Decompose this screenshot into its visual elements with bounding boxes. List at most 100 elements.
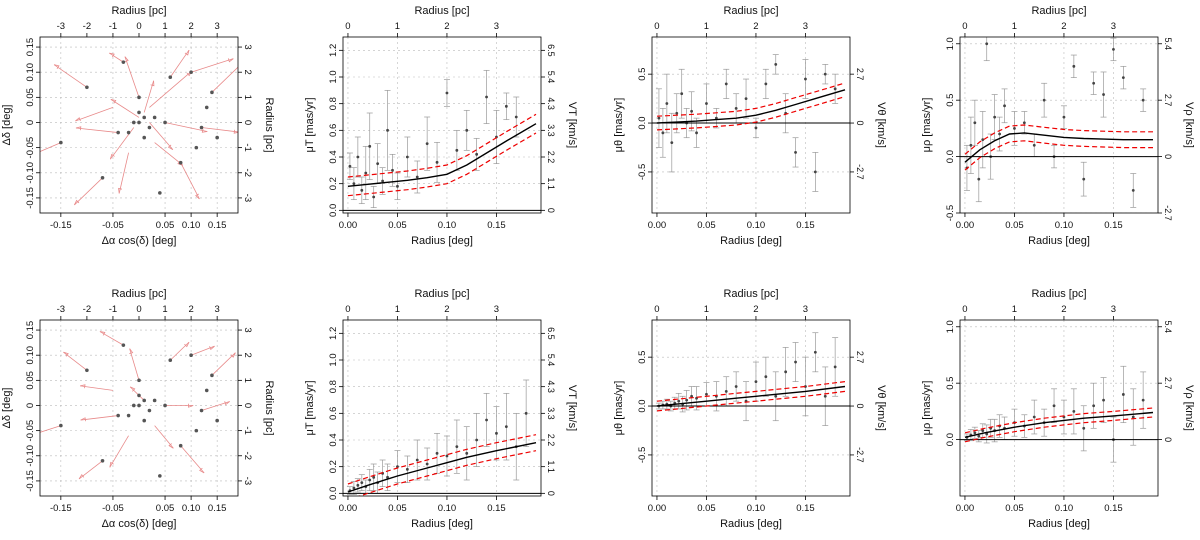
motion-vector-head	[195, 193, 200, 200]
star-point	[168, 75, 173, 80]
top-axis-label: Radius [pc]	[414, 288, 469, 300]
y-tick-label: 0.0	[328, 204, 339, 217]
motion-vector	[109, 52, 124, 63]
star-point	[152, 115, 157, 120]
motion-vector-head	[201, 128, 208, 133]
right-tick-label: 2	[242, 70, 253, 75]
motion-vector-head	[188, 403, 194, 408]
top-tick-label: 2	[444, 304, 449, 315]
motion-vector	[74, 177, 103, 206]
data-point	[705, 102, 708, 105]
motion-vector-head	[124, 56, 129, 62]
y-tick-label: 0.0	[328, 487, 339, 500]
chart-panel-r2c1: -0.15 -0.05 0.05 0.10 0.15 Δα cos(δ) [deg] -0.…	[1, 288, 275, 530]
right-tick-label: 3	[242, 327, 253, 332]
data-point	[734, 385, 738, 388]
fit-band-upper	[347, 434, 537, 485]
y-axis-label: Δδ [deg]	[1, 105, 13, 146]
star-point	[158, 191, 162, 195]
plot-frame	[342, 319, 542, 497]
motion-vector	[99, 331, 124, 346]
y-axis-label: μρ [mas/yr]	[921, 98, 933, 153]
right-axis-label: Vθ [km/s]	[875, 385, 887, 431]
motion-vector	[129, 348, 140, 381]
data-point	[391, 168, 394, 172]
motion-vector	[75, 107, 114, 122]
star-point	[100, 459, 105, 463]
data-point	[985, 42, 989, 46]
data-point	[690, 394, 693, 398]
motion-vector	[211, 352, 236, 376]
motion-vector	[40, 142, 61, 152]
motion-vector	[154, 142, 184, 166]
y-tick-label: -0.05	[25, 137, 36, 159]
x-tick-label: 0.00	[648, 503, 667, 514]
motion-vector-head	[19, 157, 24, 160]
star-point	[204, 105, 209, 110]
data-point	[690, 109, 693, 113]
data-point	[368, 144, 372, 148]
motion-vector	[118, 152, 129, 194]
data-point	[415, 458, 419, 462]
right-tick-label: 3.3	[546, 124, 556, 137]
top-tick-label: 1	[1012, 21, 1017, 32]
top-tick-label: 3	[803, 21, 808, 32]
x-tick-label: 0.05	[1005, 220, 1024, 231]
motion-vector-head	[167, 144, 174, 150]
right-tick-label: 1	[242, 95, 253, 100]
star-point	[210, 90, 214, 95]
data-point	[504, 425, 508, 429]
data-point	[386, 475, 389, 479]
y-tick-label: 0.4	[328, 150, 339, 163]
top-tick-label: 1	[162, 304, 167, 315]
x-tick-label: -0.05	[102, 503, 124, 514]
x-tick-label: 0.15	[208, 503, 227, 514]
data-point	[804, 77, 807, 81]
motion-vector-head	[230, 352, 236, 358]
fit-curve	[656, 385, 846, 407]
data-point	[364, 171, 368, 175]
y-axis-label: μT [mas/yr]	[304, 380, 316, 435]
top-tick-label: 0	[962, 304, 967, 315]
data-point	[372, 475, 376, 479]
top-tick-label: 1	[162, 21, 167, 32]
data-point	[495, 431, 498, 435]
top-tick-label: 1	[395, 21, 400, 32]
right-tick-label: 2.7	[855, 68, 865, 81]
x-tick-label: -0.05	[102, 220, 124, 231]
right-axis-label: Vρ [km/s]	[1183, 102, 1195, 148]
plot-frame	[342, 36, 542, 214]
right-tick-label: 0	[1163, 154, 1173, 159]
data-point	[1052, 404, 1056, 408]
x-axis-label: Δα cos(δ) [deg]	[102, 518, 177, 530]
right-tick-label: 2.7	[1163, 377, 1173, 390]
data-point	[977, 177, 981, 181]
x-tick-label: 0.05	[1005, 503, 1024, 514]
data-point	[1112, 48, 1115, 51]
data-point	[804, 385, 807, 388]
x-tick-label: 0.10	[182, 220, 201, 231]
data-point	[675, 111, 679, 115]
x-tick-label: 0.10	[1055, 220, 1074, 231]
data-point	[774, 394, 778, 398]
plot-frame	[959, 319, 1159, 497]
x-tick-label: 0.05	[697, 220, 716, 231]
star-point	[163, 120, 167, 125]
star-point	[178, 443, 183, 448]
data-point	[1131, 189, 1135, 192]
fit-band-lower	[964, 140, 1153, 171]
data-point	[352, 486, 356, 490]
motion-vector-head	[99, 331, 106, 336]
x-tick-label: 0.05	[156, 220, 175, 231]
top-tick-label: 2	[1061, 21, 1066, 32]
data-point	[724, 389, 728, 393]
y-tick-label: 0.8	[328, 97, 339, 110]
data-point	[661, 131, 665, 135]
top-axis-label: Radius [pc]	[414, 5, 469, 17]
motion-vector	[211, 66, 238, 93]
y-axis-label: μρ [mas/yr]	[921, 381, 933, 436]
plot-area	[343, 37, 541, 213]
data-point	[764, 82, 768, 86]
y-tick-label: -0.15	[25, 187, 36, 209]
